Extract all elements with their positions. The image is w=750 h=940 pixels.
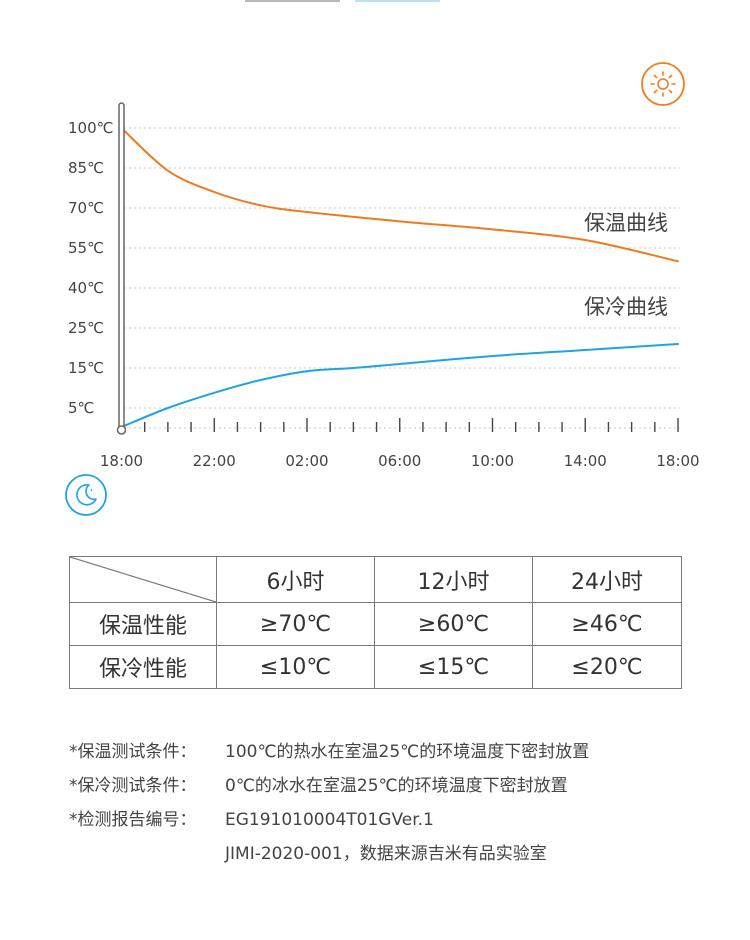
table-header-row: 6小时 12小时 24小时 [69, 556, 682, 603]
table-cell: ≥46℃ [532, 602, 682, 646]
sun-icon [641, 62, 685, 106]
note-key: *保温测试条件： [69, 742, 197, 762]
y-tick-label: 70℃ [68, 199, 104, 217]
table-cell: ≤20℃ [532, 645, 682, 689]
y-tick-label: 25℃ [68, 319, 104, 337]
x-tick-label: 18:00 [100, 452, 143, 470]
note-value: EG191010004T01GVer.1 [225, 810, 434, 830]
note-key: *保冷测试条件： [69, 776, 197, 796]
series-label-keep-warm: 保温曲线 [584, 211, 668, 235]
note-report-source: JIMI-2020-001，数据来源吉米有品实验室 [69, 837, 589, 871]
series-label-keep-cold: 保冷曲线 [584, 295, 668, 319]
table-cell: ≥60℃ [374, 602, 533, 646]
top-divider-gray [245, 0, 340, 2]
column-header-6h: 6小时 [216, 556, 375, 603]
x-tick-label: 14:00 [564, 452, 607, 470]
series-line-keep-warm [120, 127, 679, 263]
x-tick-label: 18:00 [656, 452, 699, 470]
y-axis [118, 102, 125, 430]
note-value: 0℃的冰水在室温25℃的环境温度下密封放置 [225, 776, 568, 796]
top-divider-blue [355, 0, 440, 2]
table-cell: ≤10℃ [216, 645, 375, 689]
table-row: 保冷性能 ≤10℃ ≤15℃ ≤20℃ [69, 645, 682, 689]
test-notes: *保温测试条件： 100℃的热水在室温25℃的环境温度下密封放置 *保冷测试条件… [69, 735, 589, 871]
y-tick-label: 100℃ [68, 119, 113, 137]
row-label-heat: 保温性能 [69, 602, 217, 646]
moon-icon [65, 474, 107, 516]
note-report-number: *检测报告编号： EG191010004T01GVer.1 [69, 803, 589, 837]
y-tick-label: 55℃ [68, 239, 104, 257]
column-header-12h: 12小时 [374, 556, 533, 603]
performance-table: 6小时 12小时 24小时 保温性能 ≥70℃ ≥60℃ ≥46℃ 保冷性能 ≤… [69, 556, 682, 689]
table-cell: ≥70℃ [216, 602, 375, 646]
note-heat-condition: *保温测试条件： 100℃的热水在室温25℃的环境温度下密封放置 [69, 735, 589, 769]
series-line-keep-cold [120, 343, 679, 428]
note-key [69, 837, 225, 871]
y-tick-label: 5℃ [68, 399, 94, 417]
note-key: *检测报告编号： [69, 810, 197, 830]
y-tick-label: 15℃ [68, 359, 104, 377]
y-tick-label: 40℃ [68, 279, 104, 297]
temperature-chart: 100℃ 85℃ 70℃ 55℃ 40℃ 25℃ 15℃ 5℃ 18:00 22:00 02:00… [65, 62, 700, 516]
table-corner-cell [69, 556, 217, 603]
row-label-cold: 保冷性能 [69, 645, 217, 689]
note-value: JIMI-2020-001，数据来源吉米有品实验室 [225, 844, 547, 864]
x-tick-label: 02:00 [285, 452, 328, 470]
x-tick-label: 10:00 [471, 452, 514, 470]
y-tick-label: 85℃ [68, 159, 104, 177]
x-tick-label: 22:00 [193, 452, 236, 470]
table-cell: ≤15℃ [374, 645, 533, 689]
column-header-24h: 24小时 [532, 556, 682, 603]
note-value: 100℃的热水在室温25℃的环境温度下密封放置 [225, 742, 590, 762]
note-cold-condition: *保冷测试条件： 0℃的冰水在室温25℃的环境温度下密封放置 [69, 769, 589, 803]
x-tick-label: 06:00 [378, 452, 421, 470]
table-row: 保温性能 ≥70℃ ≥60℃ ≥46℃ [69, 602, 682, 646]
axis-origin-dot [116, 425, 127, 435]
